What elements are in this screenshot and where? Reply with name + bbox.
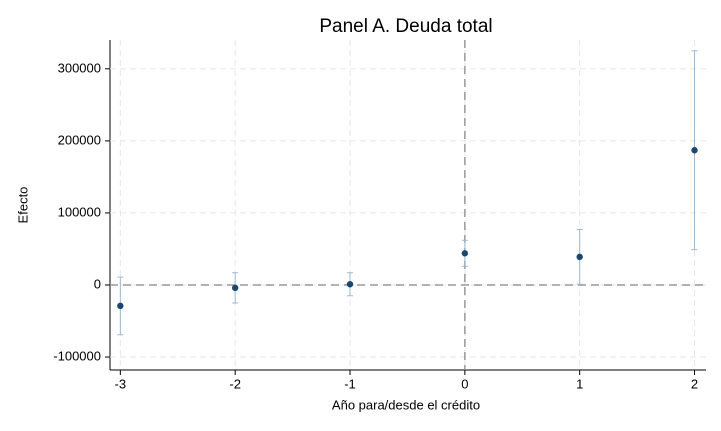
point [231,284,239,292]
point [117,302,124,310]
x-tick-label: -3 [115,376,127,391]
x-tick-label: 1 [576,376,583,391]
x-axis-label: Año para/desde el crédito [332,397,480,412]
x-tick-label: -1 [344,376,356,391]
point [346,281,354,288]
chart-title: Panel A. Deuda total [319,16,492,37]
x-tick-label: 0 [461,376,468,391]
x-tick-label: -2 [229,376,241,391]
y-tick-label: -100000 [53,348,101,363]
x-tick-label: 2 [691,376,698,391]
point [576,253,583,261]
y-tick-label: 0 [94,276,101,291]
point [461,250,469,257]
y-tick-label: 300000 [58,60,101,75]
y-tick-label: 100000 [58,204,101,219]
y-axis-label: Efecto [15,187,30,224]
point [691,147,698,154]
y-tick-label: 200000 [58,132,101,147]
